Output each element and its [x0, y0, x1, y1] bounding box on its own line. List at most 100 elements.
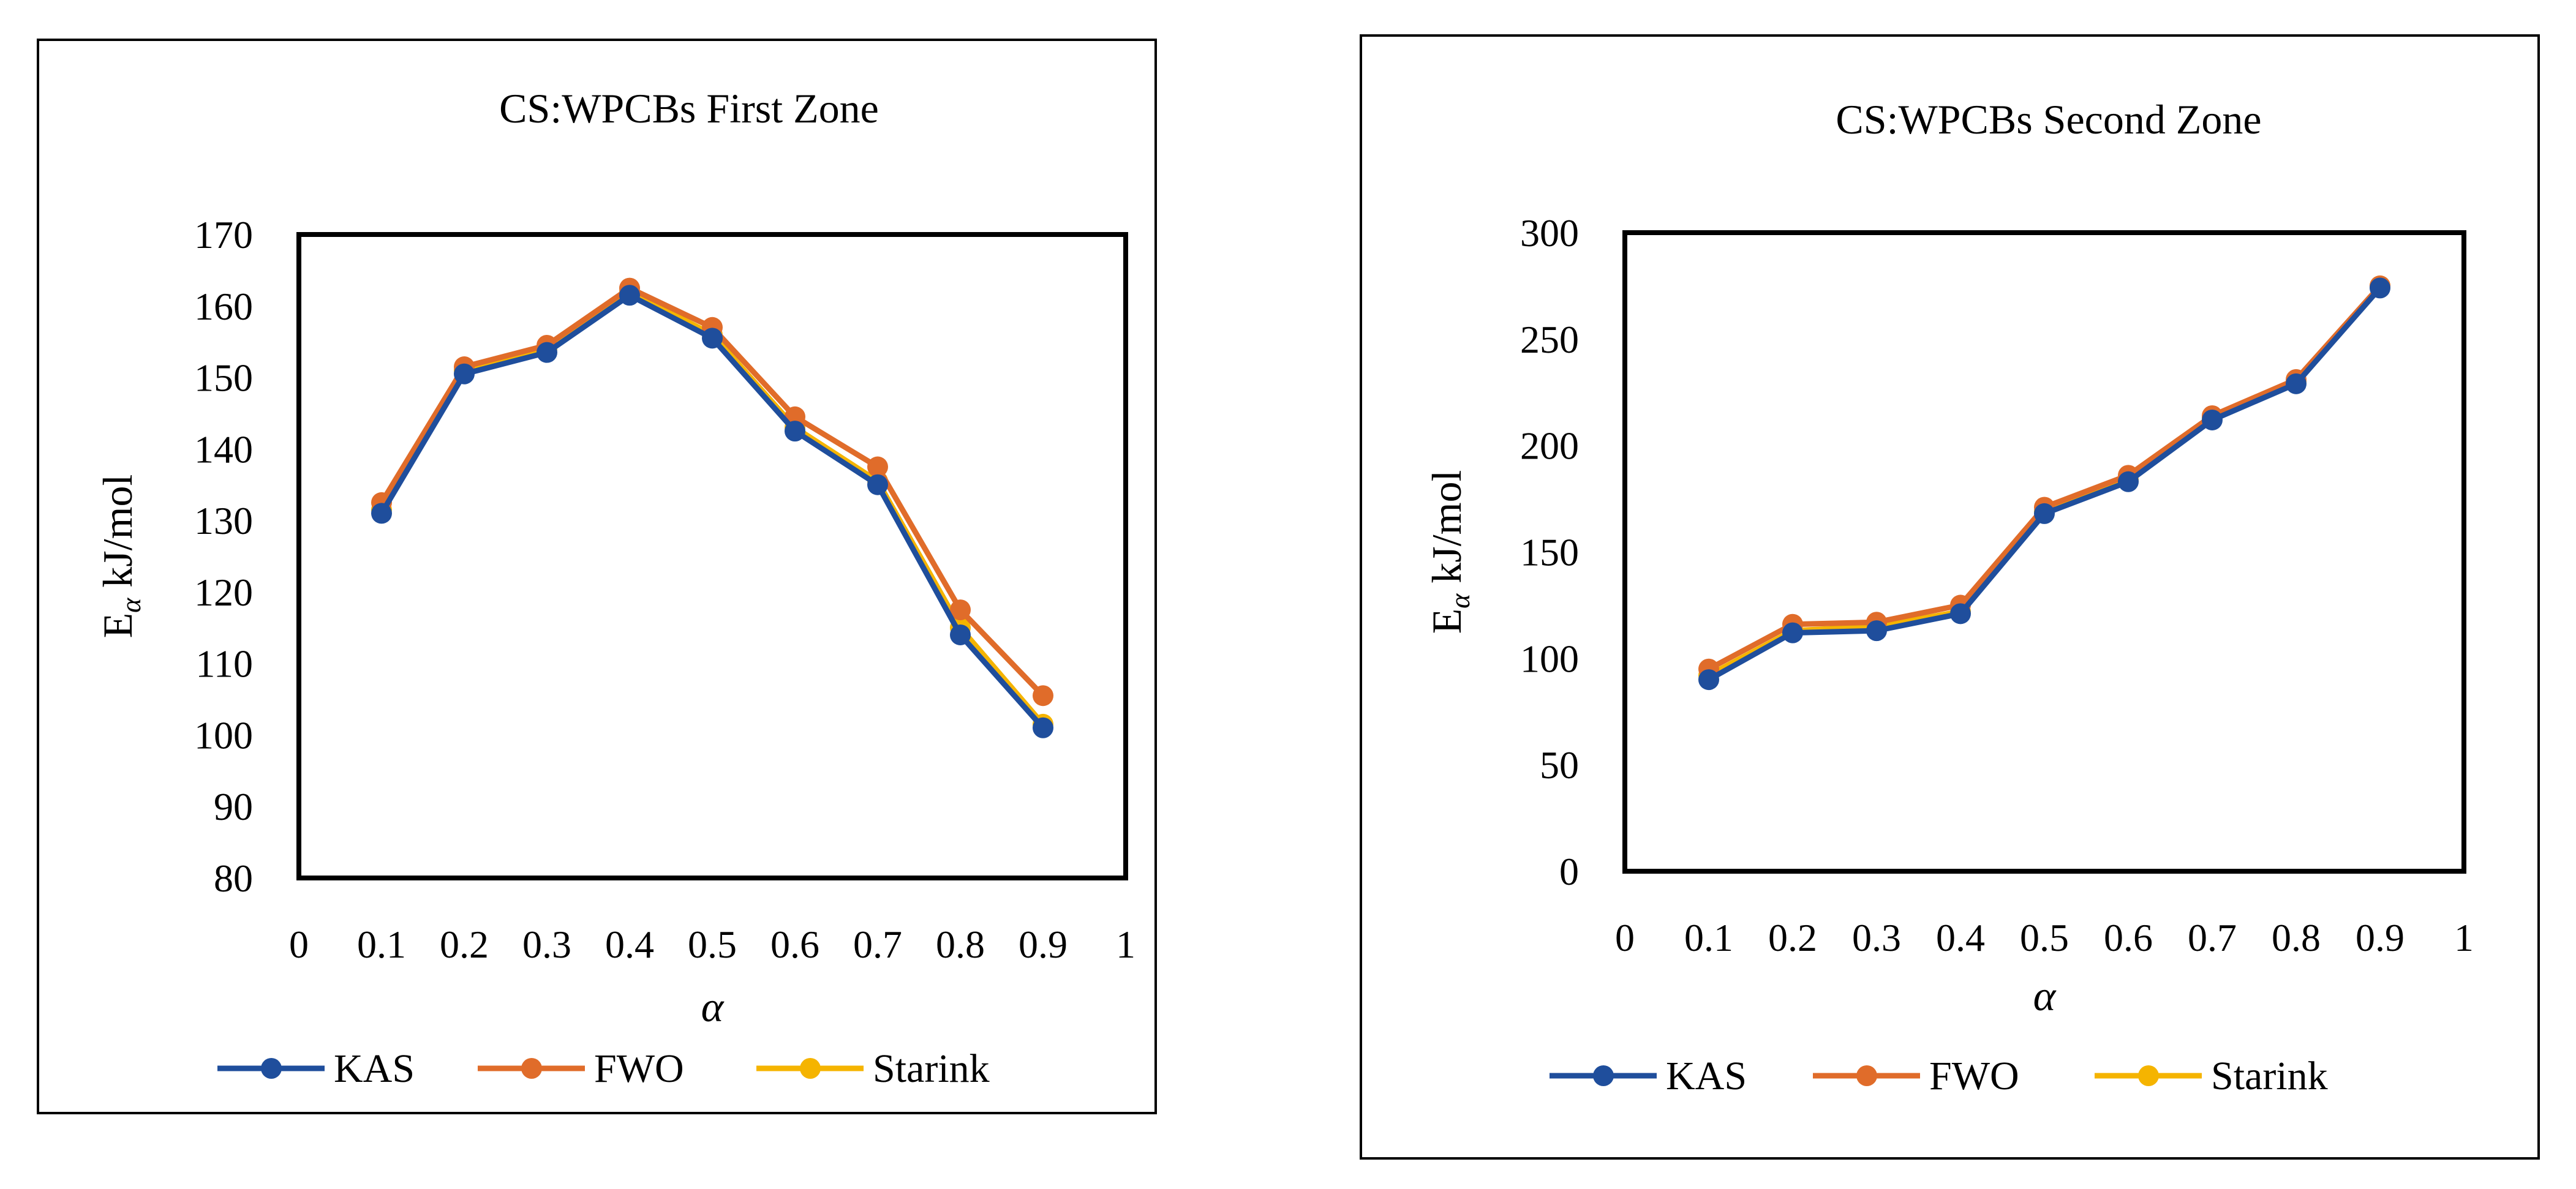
- legend-item-kas: KAS: [217, 1046, 415, 1091]
- y-axis-label-main: E: [1423, 609, 1470, 634]
- plot-area: [296, 232, 1128, 880]
- y-axis-label-main: E: [94, 613, 141, 639]
- y-axis-label-subscript: α: [115, 598, 146, 613]
- y-tick-label: 200: [1520, 424, 1579, 468]
- x-tick-label: 0.7: [2188, 916, 2237, 959]
- data-point-kas: [1866, 620, 1887, 642]
- y-axis-label-subscript: α: [1444, 593, 1475, 609]
- y-tick-label: 300: [1520, 211, 1579, 255]
- data-point-kas: [2370, 277, 2390, 299]
- legend-label: FWO: [594, 1046, 684, 1091]
- y-tick-label: 250: [1520, 318, 1579, 361]
- legend-swatch-marker: [521, 1058, 542, 1079]
- x-tick-label: 0.9: [2356, 916, 2405, 959]
- x-tick-label: 0.2: [1768, 916, 1817, 959]
- y-tick-label: 150: [194, 356, 253, 400]
- y-tick-label: 100: [1520, 637, 1579, 680]
- y-tick-label: 90: [214, 785, 253, 828]
- y-tick-label: 80: [214, 857, 253, 900]
- chart-panel-1: CS:WPCBs First Zone 80 90 100 110 120 130 140 15…: [37, 39, 1157, 1114]
- chart-title: CS:WPCBs First Zone: [499, 85, 879, 132]
- legend-item-fwo: FWO: [1813, 1054, 2019, 1098]
- y-tick-label: 170: [194, 213, 253, 257]
- data-point-kas: [785, 421, 805, 442]
- legend-item-fwo: FWO: [478, 1046, 684, 1091]
- legend: KAS FWO Starink: [1550, 1054, 2328, 1098]
- data-point-kas: [371, 503, 392, 524]
- data-point-kas: [950, 624, 971, 645]
- data-point-kas: [1950, 603, 1971, 625]
- y-axis-label: Eα kJ/mol: [94, 474, 146, 639]
- y-tick-label: 50: [1540, 743, 1579, 787]
- series-kas: [1698, 277, 2390, 691]
- legend-label: FWO: [1929, 1054, 2019, 1098]
- x-axis-label: α: [701, 984, 725, 1031]
- x-tick-label: 0.3: [522, 923, 571, 966]
- y-tick-label: 150: [1520, 531, 1579, 574]
- y-tick-label: 160: [194, 285, 253, 328]
- chart-title: CS:WPCBs Second Zone: [1836, 96, 2261, 143]
- data-point-kas: [454, 363, 475, 384]
- y-axis-label-unit: kJ/mol: [1423, 470, 1470, 594]
- x-tick-label: 0.5: [688, 923, 737, 966]
- x-tick-label: 0.5: [2020, 916, 2069, 959]
- legend-item-starink: Starink: [2095, 1054, 2328, 1098]
- data-point-kas: [2118, 471, 2139, 492]
- data-point-kas: [537, 342, 557, 363]
- x-tick-label: 0.9: [1019, 923, 1068, 966]
- data-point-fwo: [1033, 685, 1053, 707]
- y-tick-label: 140: [194, 427, 253, 471]
- y-axis-label-unit: kJ/mol: [94, 474, 141, 598]
- data-point-kas: [1782, 622, 1803, 643]
- x-tick-label: 0.6: [2104, 916, 2153, 959]
- y-tick-label: 130: [194, 499, 253, 542]
- data-point-kas: [1033, 717, 1053, 738]
- x-tick-label: 0.6: [770, 923, 819, 966]
- legend-item-starink: Starink: [756, 1046, 990, 1091]
- y-tick-label: 0: [1559, 850, 1579, 893]
- x-axis-label: α: [2033, 973, 2057, 1020]
- legend-label: Starink: [873, 1046, 990, 1091]
- x-tick-label: 0.8: [2272, 916, 2321, 959]
- x-tick-label: 1: [2454, 916, 2474, 959]
- y-tick-label: 110: [195, 642, 253, 686]
- x-tick-label: 0: [289, 923, 309, 966]
- data-point-fwo: [867, 456, 888, 478]
- x-tick-label: 0.2: [440, 923, 489, 966]
- x-tick-label: 0.3: [1852, 916, 1901, 959]
- y-axis-label: Eα kJ/mol: [1423, 470, 1475, 634]
- legend-swatch-marker: [261, 1058, 282, 1079]
- legend-swatch-marker: [1593, 1065, 1614, 1086]
- legend: KAS FWO Starink: [217, 1046, 990, 1091]
- data-point-kas: [2202, 409, 2223, 430]
- x-tick-label: 0.8: [936, 923, 985, 966]
- y-tick-label: 100: [194, 713, 253, 757]
- data-point-kas: [867, 474, 888, 495]
- chart-panel-2: CS:WPCBs Second Zone 0 50 100 150 200 250 300 0 0…: [1360, 34, 2540, 1160]
- data-point-kas: [619, 285, 640, 306]
- data-point-fwo: [950, 599, 971, 621]
- data-point-kas: [1698, 669, 1719, 691]
- x-tick-label: 0.1: [357, 923, 406, 966]
- legend-label: KAS: [334, 1046, 415, 1091]
- x-tick-label: 0.7: [853, 923, 902, 966]
- x-tick-label: 0.1: [1684, 916, 1733, 959]
- chart-frame: [37, 39, 1157, 1114]
- legend-swatch-marker: [1856, 1065, 1877, 1086]
- plot-area: [1622, 230, 2466, 874]
- y-tick-label: 120: [194, 571, 253, 614]
- x-tick-label: 0.4: [605, 923, 654, 966]
- legend-label: Starink: [2211, 1054, 2328, 1098]
- legend-swatch-marker: [2138, 1065, 2159, 1086]
- legend-swatch-marker: [800, 1058, 821, 1079]
- x-tick-label: 1: [1116, 923, 1135, 966]
- data-point-kas: [2034, 503, 2055, 524]
- chart-frame: [1360, 34, 2540, 1160]
- legend-item-kas: KAS: [1550, 1054, 1747, 1098]
- data-point-kas: [2286, 373, 2307, 394]
- x-tick-label: 0.4: [1936, 916, 1985, 959]
- legend-label: KAS: [1666, 1054, 1747, 1098]
- x-tick-label: 0: [1615, 916, 1635, 959]
- data-point-kas: [702, 328, 723, 349]
